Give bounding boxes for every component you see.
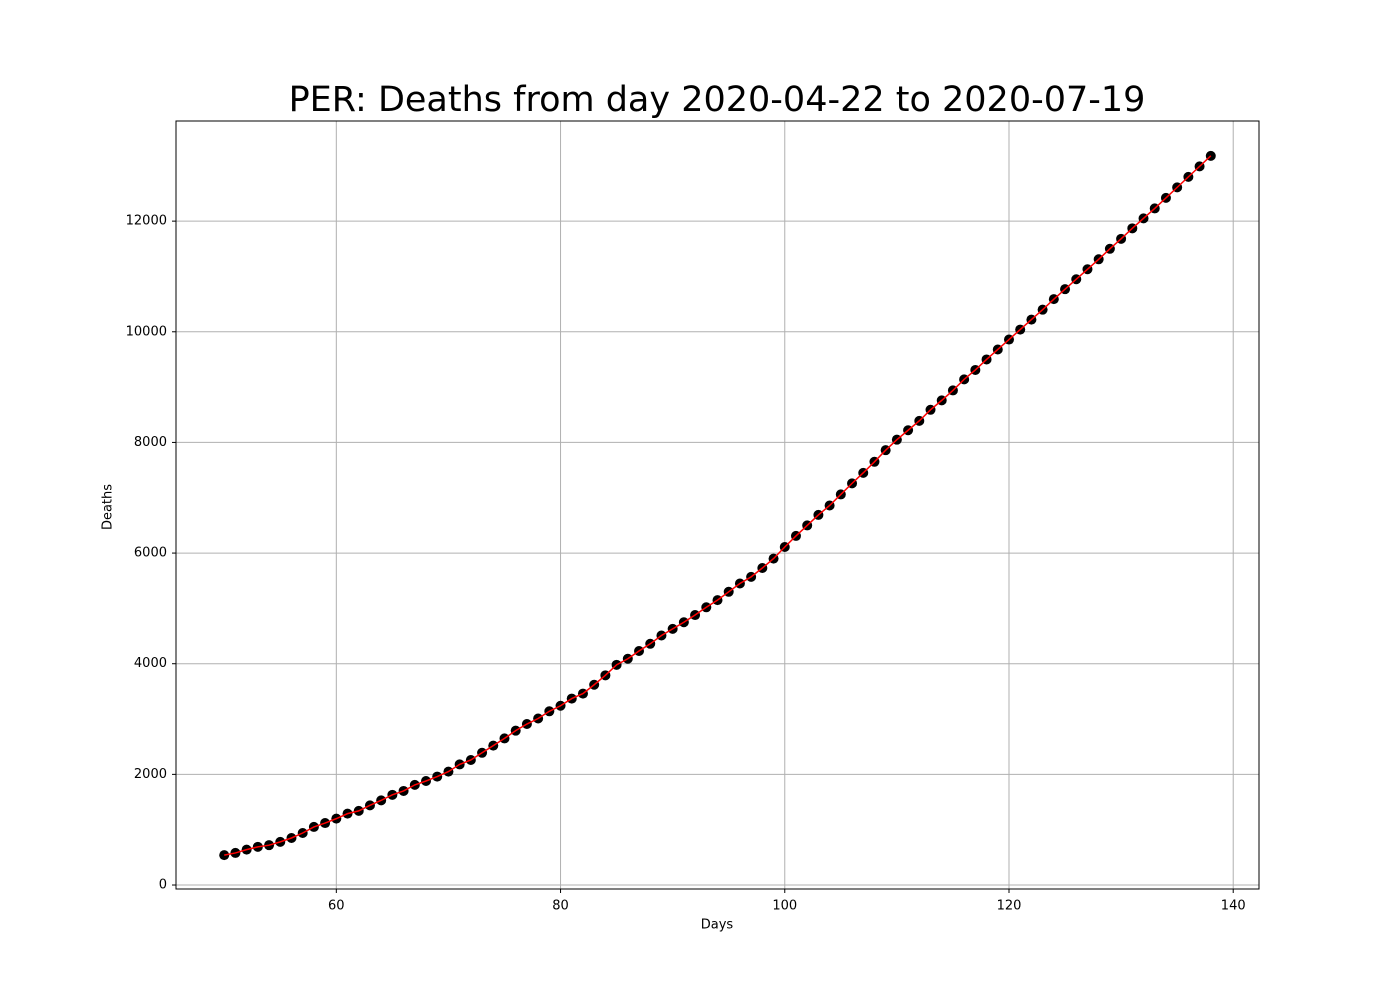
y-tick-label: 8000	[134, 435, 167, 450]
x-tick-label: 80	[552, 899, 569, 914]
y-axis-label: Deaths	[101, 484, 116, 530]
x-tick-label: 140	[1221, 899, 1246, 914]
y-tick-label: 6000	[134, 546, 167, 561]
y-tick-label: 2000	[134, 767, 167, 782]
y-tick-label: 0	[159, 878, 167, 893]
x-tick-label: 100	[772, 899, 797, 914]
x-axis-label: Days	[701, 918, 734, 933]
y-tick-label: 12000	[126, 214, 167, 229]
plot-frame	[175, 120, 1260, 890]
x-tick-label: 120	[997, 899, 1022, 914]
chart-title: PER: Deaths from day 2020-04-22 to 2020-…	[289, 80, 1146, 120]
data-line	[224, 155, 1212, 856]
y-tick-label: 10000	[126, 324, 167, 339]
x-tick-label: 60	[328, 899, 345, 914]
y-tick-label: 4000	[134, 656, 167, 671]
